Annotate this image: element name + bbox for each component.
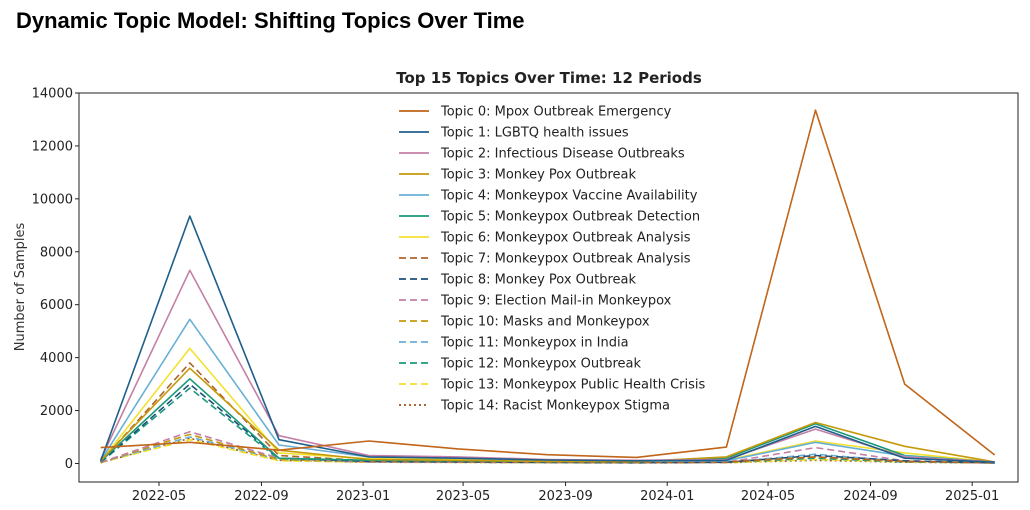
x-tick-label: 2024-05 [741, 489, 795, 504]
series-line-topic-3 [100, 367, 995, 463]
legend-label: Topic 1: LGBTQ health issues [440, 126, 629, 141]
chart-title: Top 15 Topics Over Time: 12 Periods [396, 69, 702, 87]
legend-label: Topic 6: Monkeypox Outbreak Analysis [440, 231, 691, 246]
y-tick-label: 0 [65, 457, 73, 472]
legend-label: Topic 14: Racist Monkeypox Stigma [440, 399, 670, 414]
x-tick-label: 2023-09 [538, 489, 592, 504]
y-axis-label: Number of Samples [13, 223, 28, 352]
y-tick-label: 10000 [32, 192, 73, 207]
y-tick-label: 14000 [32, 87, 73, 102]
legend-label: Topic 5: Monkeypox Outbreak Detection [440, 210, 700, 225]
x-tick-label: 2023-05 [436, 489, 490, 504]
y-tick-label: 12000 [32, 139, 73, 154]
legend-label: Topic 12: Monkeypox Outbreak [440, 357, 642, 372]
legend: Topic 0: Mpox Outbreak Emergency Topic 1:… [399, 105, 706, 414]
plot-area [99, 109, 996, 464]
legend-label: Topic 8: Monkey Pox Outbreak [440, 273, 637, 288]
legend-label: Topic 9: Election Mail-in Monkeypox [440, 294, 672, 309]
legend-label: Topic 13: Monkeypox Public Health Crisis [440, 378, 706, 393]
x-tick-label: 2022-05 [132, 489, 186, 504]
legend-label: Topic 2: Infectious Disease Outbreaks [440, 147, 685, 162]
legend-label: Topic 0: Mpox Outbreak Emergency [440, 105, 672, 120]
y-tick-label: 2000 [40, 404, 73, 419]
x-tick-label: 2024-01 [640, 489, 694, 504]
series-line-topic-1 [99, 215, 995, 463]
plot-frame [78, 92, 1019, 483]
legend-label: Topic 11: Monkeypox in India [440, 336, 629, 351]
x-tick-label: 2022-09 [234, 489, 288, 504]
legend-label: Topic 7: Monkeypox Outbreak Analysis [440, 252, 691, 267]
legend-label: Topic 4: Monkeypox Vaccine Availability [440, 189, 698, 204]
x-tick-label: 2025-01 [945, 489, 999, 504]
x-tick-label: 2023-01 [336, 489, 390, 504]
series-line-topic-0 [100, 109, 996, 459]
legend-label: Topic 3: Monkey Pox Outbreak [440, 168, 637, 183]
y-tick-label: 4000 [40, 351, 73, 366]
legend-label: Topic 10: Masks and Monkeypox [440, 315, 650, 330]
y-tick-label: 8000 [40, 245, 73, 260]
x-tick-label: 2024-09 [843, 489, 897, 504]
page-heading: Dynamic Topic Model: Shifting Topics Ove… [16, 8, 525, 33]
y-tick-label: 6000 [40, 298, 73, 313]
